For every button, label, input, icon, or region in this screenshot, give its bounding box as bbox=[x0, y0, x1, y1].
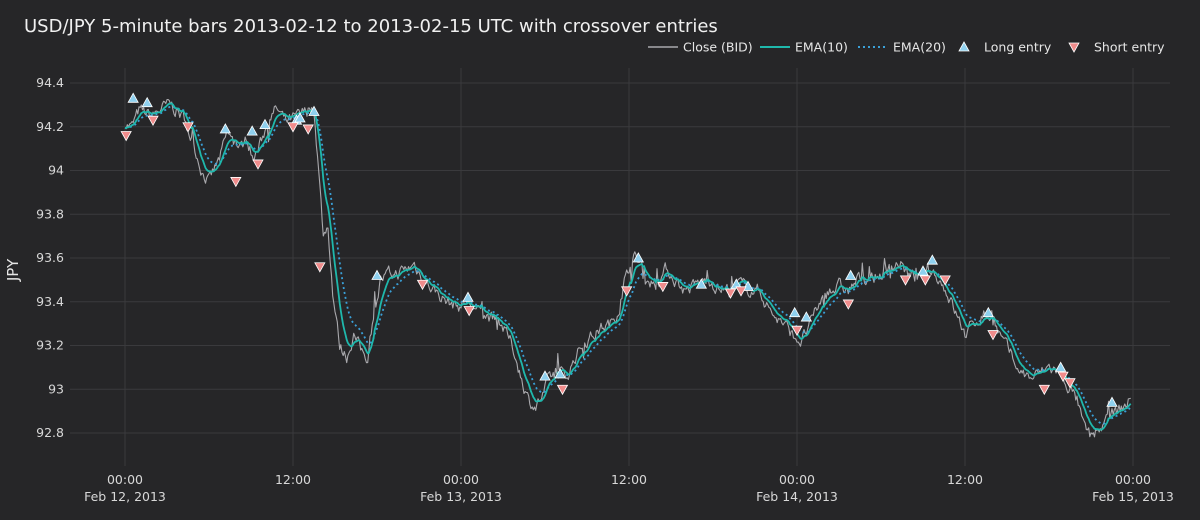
long-entry-marker bbox=[127, 92, 139, 103]
long-entry-marker bbox=[141, 96, 153, 108]
short-entry-marker bbox=[287, 122, 299, 133]
short-entry-marker bbox=[147, 115, 159, 127]
short-entry-marker bbox=[987, 330, 999, 341]
long-entry-marker bbox=[539, 370, 551, 381]
short-entry-marker bbox=[416, 279, 429, 291]
x-tick-date-label: Feb 14, 2013 bbox=[756, 489, 838, 504]
legend-label-ema20: EMA(20) bbox=[893, 40, 946, 55]
x-tick-label: 00:00 bbox=[779, 472, 815, 487]
legend-label-ema10: EMA(10) bbox=[795, 40, 848, 55]
long-entry-marker bbox=[917, 265, 929, 276]
long-entry-marker bbox=[554, 368, 566, 379]
y-tick-label: 92.8 bbox=[36, 425, 64, 440]
long-entry-marker bbox=[246, 125, 258, 136]
short-entry-marker bbox=[724, 288, 737, 299]
short-entry-marker bbox=[735, 286, 747, 297]
short-entry-marker bbox=[939, 275, 951, 286]
x-tick-label: 00:00 bbox=[107, 472, 143, 487]
legend-label-close: Close (BID) bbox=[683, 40, 753, 55]
x-tick-date-label: Feb 13, 2013 bbox=[420, 489, 502, 504]
short-entry-marker bbox=[1064, 378, 1076, 389]
long-entry-marker bbox=[926, 254, 939, 265]
long-entry-marker bbox=[695, 278, 708, 289]
legend-long-swatch bbox=[958, 41, 970, 52]
y-tick-label: 93.4 bbox=[36, 294, 64, 309]
long-entry-marker bbox=[844, 269, 857, 280]
x-tick-label: 12:00 bbox=[947, 472, 983, 487]
short-entry-marker bbox=[314, 262, 326, 273]
y-tick-label: 94 bbox=[48, 163, 64, 178]
x-tick-date-label: Feb 15, 2013 bbox=[1092, 489, 1174, 504]
short-entry-marker bbox=[463, 306, 475, 317]
short-entry-marker bbox=[120, 131, 132, 142]
short-entry-marker bbox=[230, 177, 242, 188]
x-tick-label: 00:00 bbox=[1115, 472, 1151, 487]
long-entry-marker bbox=[1106, 396, 1118, 407]
long-entry-marker bbox=[371, 269, 383, 280]
short-entry-marker bbox=[556, 384, 569, 396]
y-tick-label: 93 bbox=[48, 381, 64, 396]
short-entry-marker bbox=[899, 275, 912, 286]
short-entry-marker bbox=[302, 124, 314, 135]
short-entry-marker bbox=[791, 325, 803, 337]
long-entry-marker bbox=[259, 118, 271, 129]
close-bid-line bbox=[124, 98, 1131, 438]
y-tick-label: 94.4 bbox=[36, 75, 64, 90]
short-entry-marker bbox=[919, 275, 932, 286]
long-entry-marker bbox=[294, 112, 306, 123]
short-entry-marker bbox=[1038, 384, 1051, 396]
long-entry-marker bbox=[308, 105, 320, 116]
y-axis-label: JPY bbox=[4, 258, 22, 282]
short-entry-marker bbox=[182, 122, 194, 133]
long-entry-marker bbox=[982, 306, 995, 318]
x-tick-label: 00:00 bbox=[443, 472, 479, 487]
short-entry-marker bbox=[657, 282, 669, 293]
x-tick-label: 12:00 bbox=[275, 472, 311, 487]
x-tick-date-label: Feb 12, 2013 bbox=[84, 489, 166, 504]
short-entry-marker bbox=[842, 299, 855, 310]
y-tick-label: 93.8 bbox=[36, 206, 64, 221]
long-entry-marker bbox=[219, 123, 232, 134]
chart-title: USD/JPY 5-minute bars 2013-02-12 to 2013… bbox=[24, 16, 718, 37]
x-tick-label: 12:00 bbox=[611, 472, 647, 487]
y-tick-label: 93.2 bbox=[36, 338, 64, 353]
y-tick-label: 94.2 bbox=[36, 119, 64, 134]
legend-short-swatch bbox=[1068, 42, 1080, 53]
ema20-line bbox=[124, 105, 1132, 425]
long-entry-marker bbox=[730, 278, 743, 289]
legend-label-short: Short entry bbox=[1094, 40, 1165, 55]
y-tick-label: 93.6 bbox=[36, 250, 64, 265]
long-entry-marker bbox=[800, 311, 813, 322]
ema10-line bbox=[124, 102, 1132, 431]
short-entry-marker bbox=[1057, 371, 1069, 382]
short-entry-marker bbox=[252, 159, 264, 170]
long-entry-marker bbox=[788, 306, 801, 318]
long-entry-marker bbox=[1054, 361, 1067, 372]
legend-label-long: Long entry bbox=[984, 40, 1052, 55]
long-entry-marker bbox=[462, 291, 474, 302]
long-entry-marker bbox=[632, 252, 645, 263]
short-entry-marker bbox=[620, 286, 633, 297]
